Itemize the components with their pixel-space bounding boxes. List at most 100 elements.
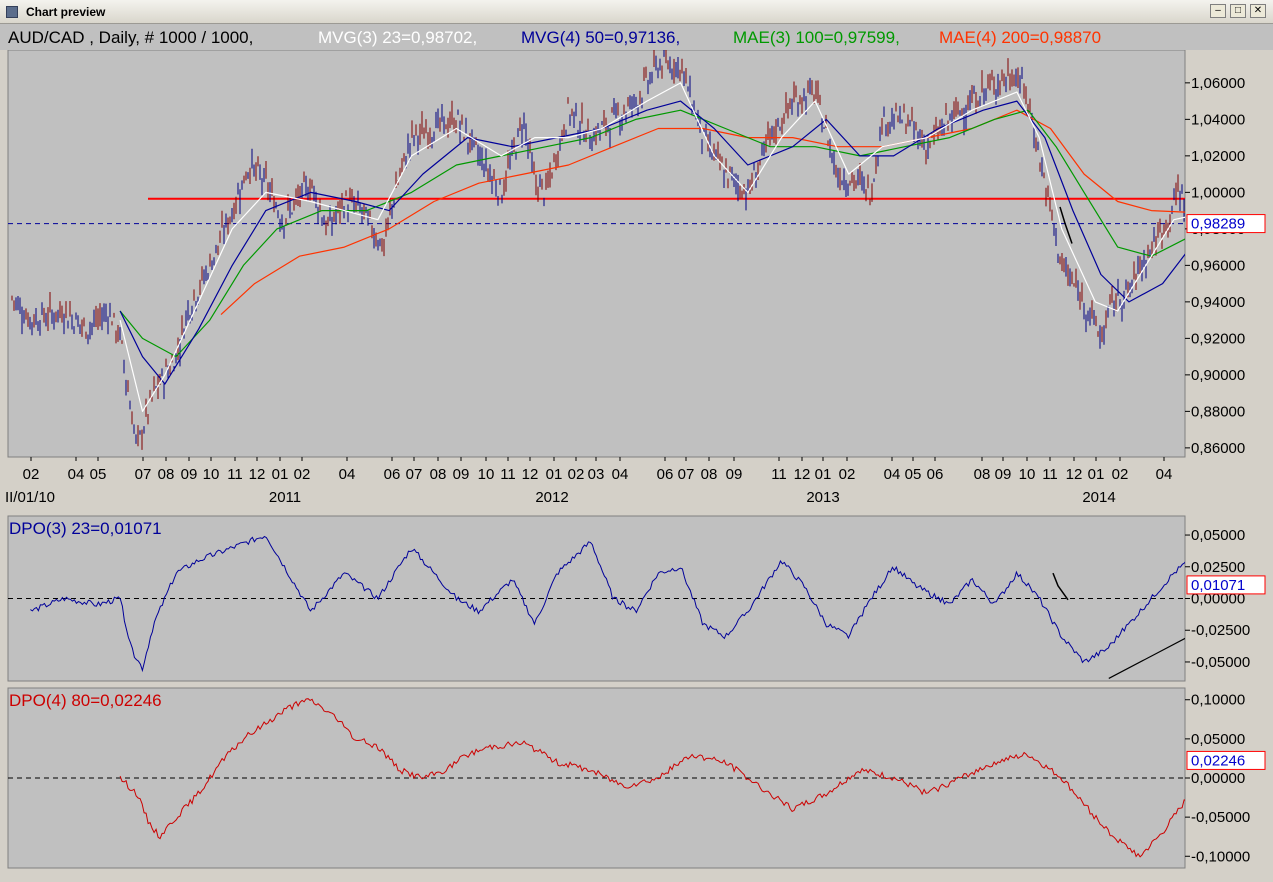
price-x-tick-label: 04 xyxy=(612,466,629,483)
price-y-tick-label: 0,96000 xyxy=(1191,257,1245,274)
price-x-tick-label: 11 xyxy=(500,466,516,483)
price-y-tick-label: 1,06000 xyxy=(1191,75,1245,92)
osc-current-value: 0,01071 xyxy=(1191,577,1245,594)
price-x-tick-label: 06 xyxy=(927,466,944,483)
legend-entry: MVG(3) 23=0,98702, xyxy=(318,28,477,47)
window-title: Chart preview xyxy=(26,5,106,19)
app-icon xyxy=(6,6,18,18)
close-button[interactable]: ✕ xyxy=(1250,4,1266,18)
price-panel: AUD/CAD , Daily, # 1000 / 1000, MVG(3) 23… xyxy=(0,24,1273,506)
price-x-tick-label: 08 xyxy=(974,466,991,483)
price-x-tick-label: 07 xyxy=(135,466,152,483)
mvg50-line xyxy=(119,100,1185,385)
osc-plot-layer xyxy=(8,535,1185,679)
osc-series-line xyxy=(119,698,1185,858)
chart-symbol-label: AUD/CAD , Daily, # 1000 / 1000, xyxy=(8,28,253,47)
projection-arrow xyxy=(1059,206,1073,244)
price-x-tick-label: 12 xyxy=(522,466,539,483)
price-y-tick-label: 0,88000 xyxy=(1191,403,1245,420)
maximize-button[interactable]: □ xyxy=(1230,4,1246,18)
price-header-band xyxy=(0,24,1273,50)
price-y-tick-label: 0,94000 xyxy=(1191,294,1245,311)
price-x-tick-label: 05 xyxy=(90,466,107,483)
price-x-tick-label: 06 xyxy=(384,466,401,483)
price-year-label: 2013 xyxy=(806,489,839,506)
osc-y-tick-label: 0,05000 xyxy=(1191,731,1245,748)
dpo4-panel: 0,10000 0,05000 0,00000 -0,05000 -0,10000 DPO… xyxy=(7,687,1266,869)
price-x-tick-label: 02 xyxy=(568,466,585,483)
mae100-line xyxy=(119,109,1185,358)
price-x-tick-label: 11 xyxy=(771,466,787,483)
osc-y-tick-label: -0,05000 xyxy=(1191,654,1250,671)
osc-y-tick-label: -0,02500 xyxy=(1191,622,1250,639)
legend-entry: MVG(4) 50=0,97136, xyxy=(521,28,680,47)
price-x-tick-label: 02 xyxy=(839,466,856,483)
osc-plot-layer xyxy=(8,698,1185,858)
price-x-tick-label: 11 xyxy=(227,466,243,483)
price-x-tick-label: 08 xyxy=(701,466,718,483)
mvg23-line xyxy=(119,82,1185,412)
osc-label: DPO(4) 80=0,02246 xyxy=(9,691,162,710)
price-plot-layer xyxy=(8,50,1185,450)
price-x-tick-label: 02 xyxy=(294,466,311,483)
price-x-tick-label: 12 xyxy=(1066,466,1083,483)
price-x-tick-label: 12 xyxy=(794,466,811,483)
osc-y-tick-label: 0,10000 xyxy=(1191,692,1245,709)
price-x-tick-label: 01 xyxy=(815,466,832,483)
price-x-tick-label: 02 xyxy=(23,466,40,483)
price-x-tick-label: 10 xyxy=(203,466,220,483)
price-x-tick-label: 08 xyxy=(430,466,447,483)
price-x-tick-label: 02 xyxy=(1112,466,1129,483)
price-x-tick-label: 01 xyxy=(272,466,289,483)
legend-entry: MAE(4) 200=0,98870 xyxy=(939,28,1101,47)
osc-y-tick-label: 0,00000 xyxy=(1191,591,1245,608)
price-x-tick-label: 01 xyxy=(1088,466,1105,483)
price-x-tick-label: 05 xyxy=(905,466,922,483)
mae200-line xyxy=(220,109,1185,316)
price-y-tick-label: 0,86000 xyxy=(1191,440,1245,457)
price-x-tick-label: 01 xyxy=(546,466,563,483)
price-y-tick-label: 1,04000 xyxy=(1191,111,1245,128)
price-y-tick-label: 1,02000 xyxy=(1191,148,1245,165)
price-x-tick-label: 09 xyxy=(453,466,470,483)
price-plot-area xyxy=(7,49,1186,458)
price-x-tick-label: 07 xyxy=(406,466,423,483)
price-x-tick-label: 08 xyxy=(158,466,175,483)
trendline xyxy=(1108,637,1185,679)
price-x-tick-label: 04 xyxy=(339,466,356,483)
window-title-bar[interactable]: Chart preview – □ ✕ xyxy=(0,0,1273,24)
osc-label: DPO(3) 23=0,01071 xyxy=(9,519,162,538)
price-x-tick-label: 03 xyxy=(588,466,605,483)
price-year-label: II/01/10 xyxy=(5,489,55,506)
price-x-tick-label: 04 xyxy=(1156,466,1173,483)
price-x-tick-label: 10 xyxy=(478,466,495,483)
chart-canvas[interactable]: AUD/CAD , Daily, # 1000 / 1000, MVG(3) 23… xyxy=(0,24,1273,882)
price-x-tick-label: 12 xyxy=(249,466,266,483)
current-price-value: 0,98289 xyxy=(1191,216,1245,233)
price-y-tick-label: 0,90000 xyxy=(1191,367,1245,384)
osc-y-tick-label: -0,05000 xyxy=(1191,809,1250,826)
price-year-label: 2011 xyxy=(269,489,301,506)
osc-current-value: 0,02246 xyxy=(1191,752,1245,769)
price-year-label: 2014 xyxy=(1082,489,1115,506)
price-x-tick-label: 10 xyxy=(1019,466,1036,483)
minimize-button[interactable]: – xyxy=(1210,4,1226,18)
osc-current-box xyxy=(1186,750,1266,770)
price-x-tick-label: 06 xyxy=(657,466,674,483)
price-year-label: 2012 xyxy=(535,489,568,506)
price-x-tick-label: 09 xyxy=(726,466,743,483)
dpo3-panel: 0,05000 0,02500 0,00000 -0,02500 -0,05000 DPO… xyxy=(7,515,1266,682)
price-x-tick-label: 11 xyxy=(1042,466,1058,483)
price-y-tick-label: 1,00000 xyxy=(1191,184,1245,201)
price-y-tick-label: 0,92000 xyxy=(1191,330,1245,347)
legend-entry: MAE(3) 100=0,97599, xyxy=(733,28,900,47)
osc-y-tick-label: 0,00000 xyxy=(1191,770,1245,787)
price-x-tick-label: 04 xyxy=(884,466,901,483)
osc-projection-arrow xyxy=(1052,572,1069,601)
osc-current-box xyxy=(1186,575,1266,595)
price-x-tick-label: 04 xyxy=(68,466,85,483)
price-x-tick-label: 09 xyxy=(995,466,1012,483)
osc-y-tick-label: 0,05000 xyxy=(1191,527,1245,544)
price-x-tick-label: 07 xyxy=(678,466,695,483)
osc-y-tick-label: 0,02500 xyxy=(1191,559,1245,576)
